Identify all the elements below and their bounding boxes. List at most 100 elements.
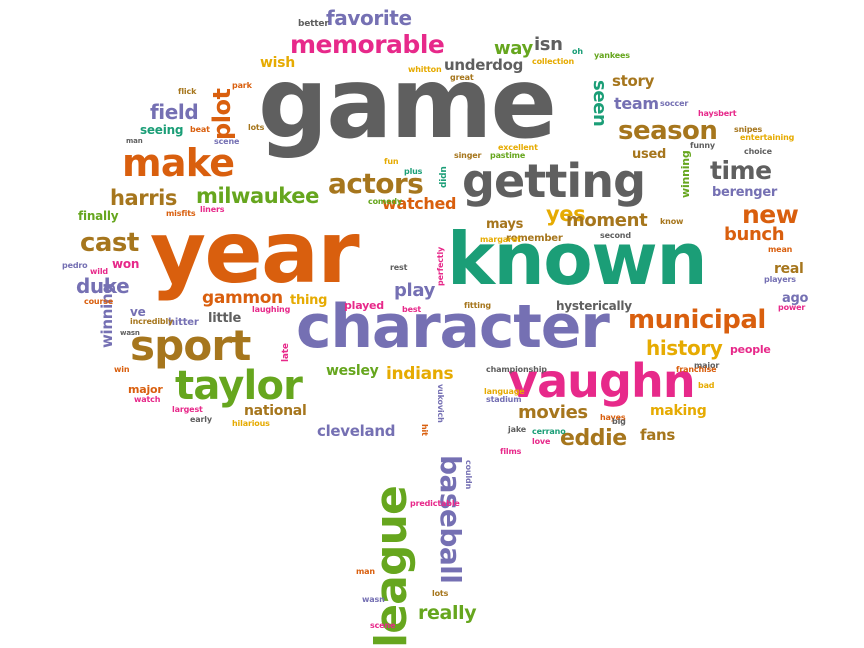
word-field: field: [150, 100, 199, 124]
word-early: championship: [486, 365, 547, 374]
word-soccer: soccer: [660, 99, 689, 108]
word-incredibly: late: [281, 343, 291, 362]
word-municipal: municipal: [628, 305, 766, 335]
word-scene: scene: [214, 137, 240, 146]
word-thing: thing: [290, 293, 328, 308]
word-late: bad: [698, 381, 715, 390]
word-lots: lots: [248, 123, 265, 132]
word-win: early: [190, 415, 212, 424]
word-uecker: incredibly: [130, 317, 174, 326]
word-sport: sport: [130, 321, 251, 370]
word-bunch: bunch: [724, 224, 785, 245]
word-want: hilarious: [232, 419, 270, 428]
word-rest: love: [532, 437, 551, 446]
word-mays: mays: [486, 217, 524, 232]
word-little: little: [208, 311, 242, 326]
word-underdog: underdog: [444, 56, 524, 74]
word-finally: haysbert: [698, 109, 737, 118]
word-flick: flick: [178, 87, 197, 96]
word-best: franchise: [676, 365, 717, 374]
word-singer: didn: [439, 166, 449, 188]
word-perfectly: hayes: [600, 413, 626, 422]
word-make: make: [122, 141, 235, 185]
word-eddie: eddie: [560, 426, 627, 451]
word-hysterically: hysterically: [556, 299, 632, 313]
word-seen: seen: [589, 80, 610, 127]
word-hit: wasn: [362, 595, 385, 604]
word-better: better: [298, 19, 329, 29]
word-plus: comedy: [368, 197, 402, 206]
word-duke: duke: [76, 274, 130, 298]
word-movies: movies: [518, 402, 588, 423]
word-character: character: [296, 292, 610, 362]
word-vaughn: vaughn: [508, 354, 696, 408]
word-team: team: [614, 94, 659, 113]
word-cerrano: hit: [420, 424, 429, 436]
word-baseball: baseball: [434, 455, 467, 584]
word-comedy: misfits: [166, 209, 196, 218]
word-charlie: laughing: [252, 305, 291, 314]
word-cast: cast: [80, 228, 139, 258]
word-championship: vukovich: [436, 384, 445, 423]
word-wish: wish: [260, 55, 295, 71]
word-real: real: [774, 261, 804, 277]
word-course: course: [84, 297, 114, 306]
word-fitting: cerrano: [532, 427, 566, 436]
word-funny: entertaining: [740, 133, 795, 142]
word-mean: mean: [768, 245, 793, 254]
word-franchise: watch: [134, 395, 161, 404]
word-wesley: wesley: [326, 363, 379, 379]
word-yes: yes: [546, 202, 586, 226]
word-big: man: [356, 567, 375, 576]
word-liners: finally: [78, 209, 119, 223]
word-remember: remember: [506, 233, 563, 244]
word-park: park: [232, 81, 252, 90]
word-milwaukee: milwaukee: [196, 184, 319, 208]
word-jake: films: [500, 447, 522, 456]
word-second: second: [600, 231, 631, 240]
word-moment: moment: [566, 210, 648, 231]
word-language: rest: [390, 263, 408, 272]
word-story: story: [612, 72, 655, 90]
word-man: man: [126, 137, 143, 145]
word-snipes: choice: [744, 147, 772, 156]
word-didn: margaret: [480, 235, 521, 244]
word-history: history: [646, 336, 723, 360]
word-laughing: major: [694, 361, 720, 370]
word-isn: isn: [534, 34, 563, 55]
word-really: really: [418, 602, 477, 624]
word-pastime: singer: [454, 151, 482, 160]
word-making: making: [650, 403, 707, 419]
word-new: new: [742, 200, 799, 229]
word-plot: plot: [208, 88, 236, 140]
word-gammon: gammon: [202, 288, 283, 308]
word-whitton: whitton: [408, 65, 442, 74]
word-way: way: [494, 38, 533, 59]
word-hayes: couldn: [464, 460, 473, 490]
word-hitter: people: [730, 343, 771, 356]
word-haysbert: funny: [690, 141, 715, 150]
word-choice: excellent: [498, 143, 538, 152]
word-game: game: [258, 47, 557, 161]
word-play: play: [394, 280, 435, 301]
word-ve: ve: [130, 305, 146, 319]
word-stadium: perfectly: [436, 246, 445, 286]
word-yankees: yankees: [594, 51, 630, 60]
word-ago: ago: [782, 291, 809, 306]
word-oh: oh: [572, 47, 583, 56]
word-ball: jake: [508, 425, 527, 434]
word-known: known: [447, 217, 708, 301]
word-year: year: [150, 203, 360, 303]
word-vukovich: big: [612, 417, 626, 426]
word-beat: beat: [190, 125, 210, 134]
word-misfits: liners: [200, 205, 225, 214]
word-time: time: [710, 156, 772, 185]
word-seeing: seeing: [140, 123, 184, 137]
word-national: national: [244, 403, 307, 419]
word-hilarious: fitting: [464, 301, 491, 310]
word-players: players: [764, 275, 796, 284]
word-wild: wild: [90, 267, 108, 276]
word-great: great: [450, 73, 474, 82]
word-harris: harris: [110, 186, 178, 210]
